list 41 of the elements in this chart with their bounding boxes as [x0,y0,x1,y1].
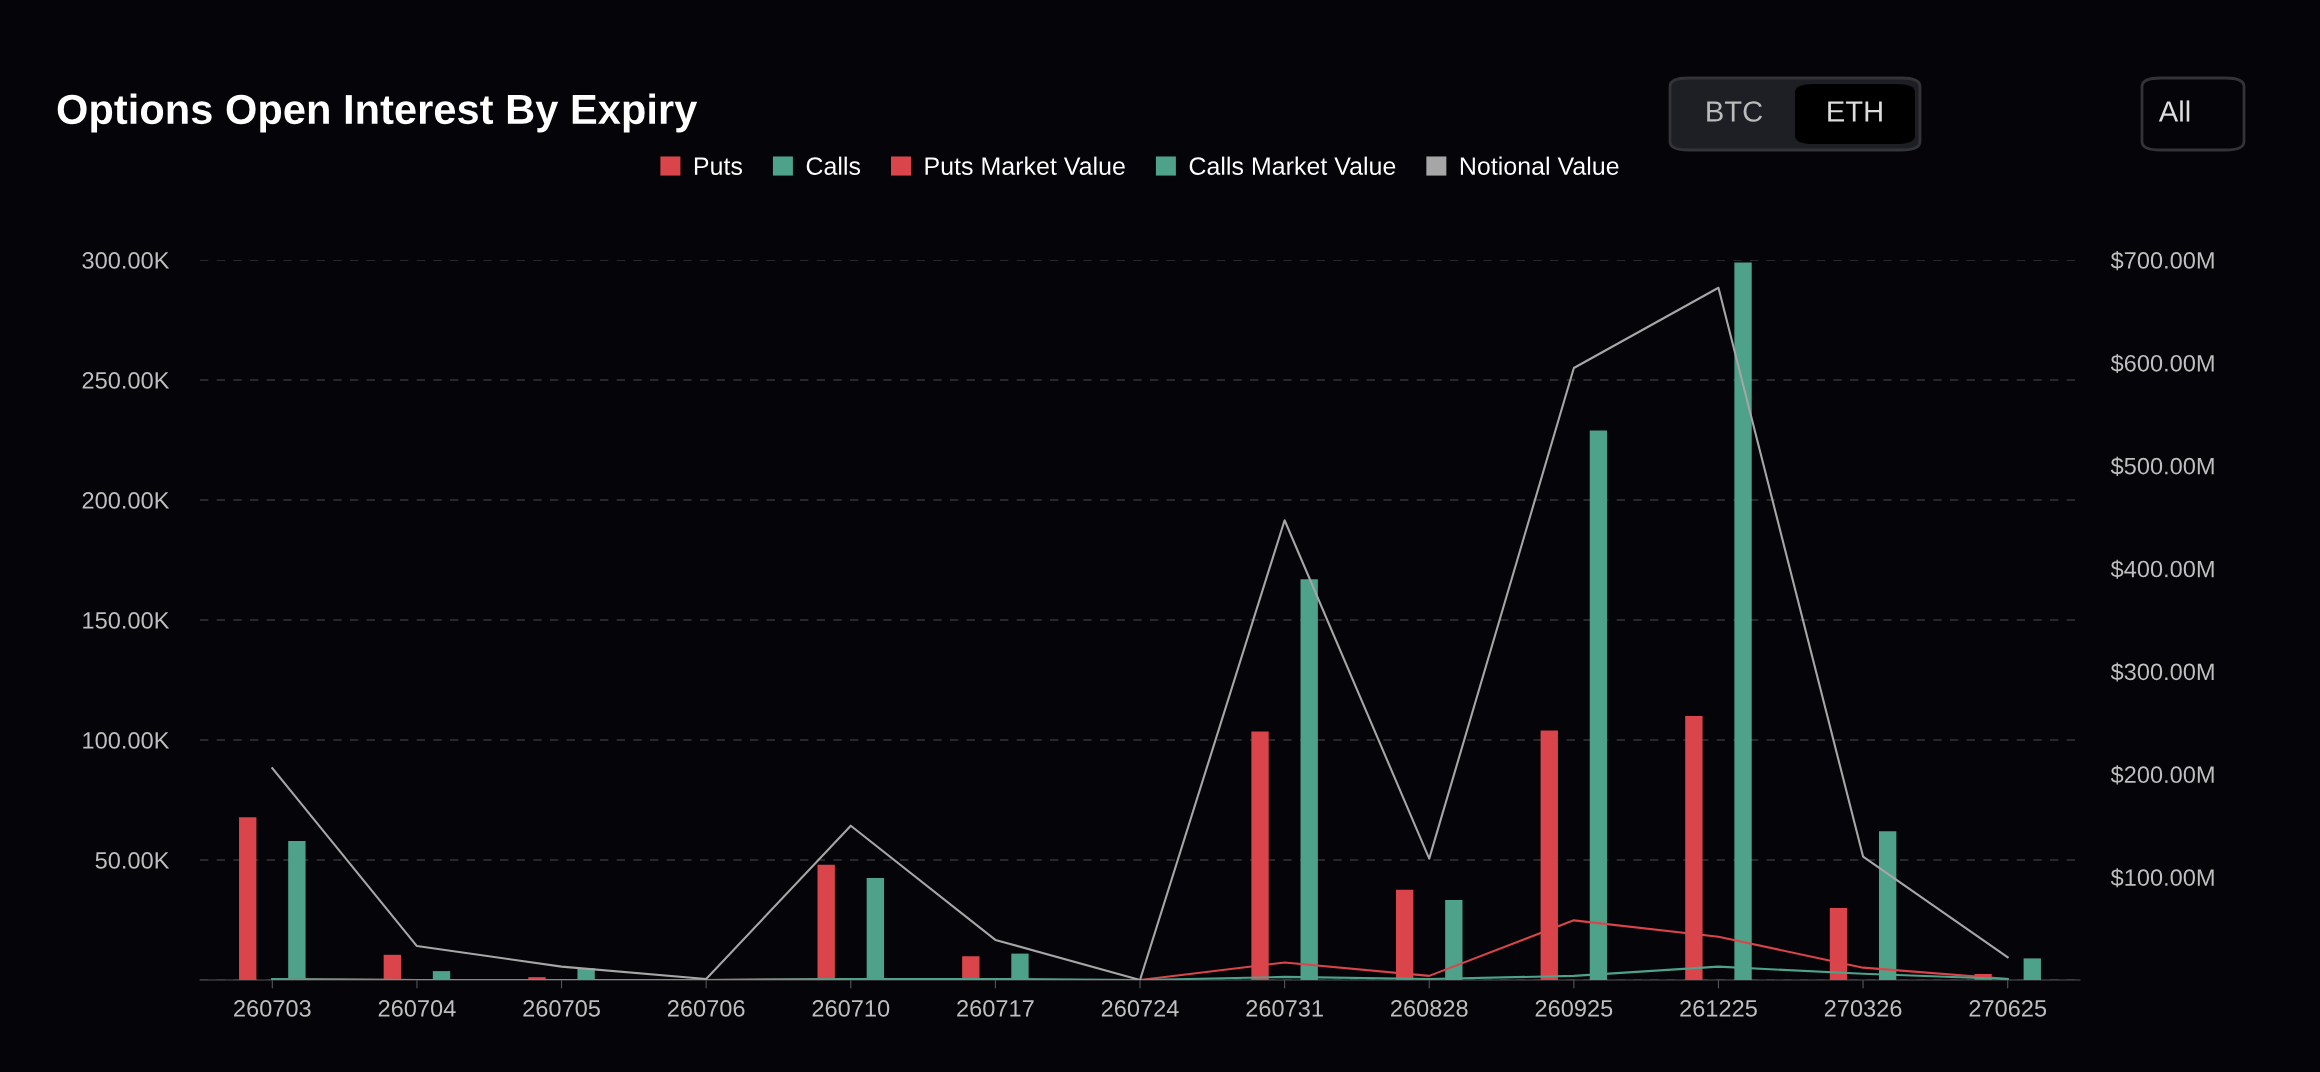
x-tick-label: 260703 [234,1000,311,1017]
x-tick-label: 260706 [667,1000,745,1017]
x-tick-label: 260705 [523,1000,600,1017]
x-tick-label: 270326 [1824,1000,1902,1017]
x-tick-label: 270625 [1969,1000,2047,1017]
bar [239,817,257,980]
x-tick-label: 260731 [1246,1000,1323,1017]
x-tick-label: 261225 [1680,1000,1757,1017]
x-tick-label: 260724 [1101,1000,1179,1017]
y-tick-label: 300.00K [82,252,170,269]
legend-label: Notional Value [1460,156,1619,175]
y2-tick-label: $500.00M [2110,456,2214,476]
legend-label: Puts Market Value [925,156,1125,175]
legend-label: Calls Market Value [1189,156,1396,175]
y-tick-label: 50.00K [95,852,170,869]
legend-label: Calls [806,156,861,175]
y2-tick-label: $100.00M [2110,868,2214,888]
legend-label: Puts [694,157,743,175]
y-tick-label: 250.00K [82,372,170,389]
bar [817,864,835,980]
chart-title: Options Open Interest By Expiry [57,93,698,133]
x-tick-label: 260828 [1391,1000,1468,1017]
bar [962,956,980,980]
x-tick-label: 260704 [378,1000,456,1017]
x-tick-label: 260925 [1535,1000,1613,1017]
text: All [2158,100,2190,122]
text: BTC [1707,101,1763,122]
bar [383,954,402,980]
y-tick-label: 200.00K [82,492,170,509]
text: ETH [1828,101,1882,122]
y2-tick-label: $400.00M [2110,559,2214,579]
x-tick-label: 260710 [812,1000,890,1017]
y-tick-label: 150.00K [83,612,170,629]
y2-tick-label: $300.00M [2110,662,2214,682]
x-tick-label: 260717 [957,1000,1034,1017]
line-series [271,286,2009,980]
bar [2023,958,2041,980]
y2-tick-label: $200.00M [2110,765,2214,785]
y2-tick-label: $600.00M [2110,353,2214,374]
y2-tick-label: $700.00M [2110,251,2214,271]
y-tick-label: 100.00K [83,732,170,749]
